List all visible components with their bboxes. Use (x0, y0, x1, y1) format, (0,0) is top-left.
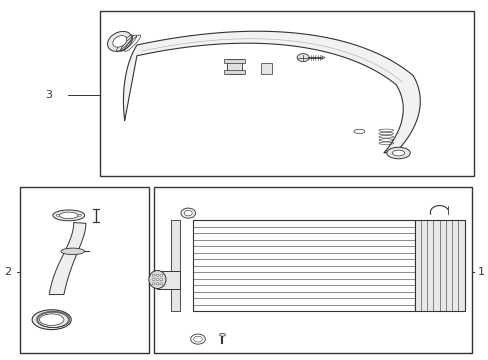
Ellipse shape (61, 248, 84, 255)
Text: 2: 2 (4, 267, 11, 277)
Polygon shape (49, 222, 86, 294)
Ellipse shape (160, 278, 163, 280)
Ellipse shape (219, 333, 225, 336)
Bar (414, 220, 464, 311)
Text: 1: 1 (477, 267, 484, 277)
Bar (260, 63, 272, 74)
Ellipse shape (391, 150, 404, 156)
Ellipse shape (152, 278, 155, 280)
Ellipse shape (193, 336, 202, 342)
Ellipse shape (40, 314, 64, 325)
Ellipse shape (181, 208, 195, 218)
Ellipse shape (353, 129, 364, 134)
Ellipse shape (160, 274, 163, 276)
Ellipse shape (32, 310, 71, 330)
Ellipse shape (296, 54, 309, 62)
Bar (157, 270, 180, 288)
Ellipse shape (184, 210, 192, 216)
Bar (193, 220, 414, 311)
Ellipse shape (60, 212, 78, 219)
Bar (224, 70, 245, 74)
Ellipse shape (152, 283, 155, 285)
Ellipse shape (156, 283, 159, 285)
Bar (20, 187, 149, 353)
Bar (227, 59, 242, 74)
Ellipse shape (148, 270, 166, 288)
Bar (100, 11, 473, 176)
Bar (171, 220, 180, 311)
Ellipse shape (56, 215, 60, 216)
Polygon shape (123, 31, 419, 153)
Text: 3: 3 (45, 90, 52, 100)
Ellipse shape (53, 210, 84, 221)
Ellipse shape (386, 147, 409, 159)
Ellipse shape (190, 334, 205, 344)
Ellipse shape (156, 274, 159, 276)
Bar (224, 59, 245, 63)
Ellipse shape (160, 283, 163, 285)
Ellipse shape (107, 31, 132, 51)
Ellipse shape (152, 274, 155, 276)
Ellipse shape (113, 36, 126, 47)
Ellipse shape (78, 215, 81, 216)
Ellipse shape (156, 278, 159, 280)
Bar (154, 187, 471, 353)
